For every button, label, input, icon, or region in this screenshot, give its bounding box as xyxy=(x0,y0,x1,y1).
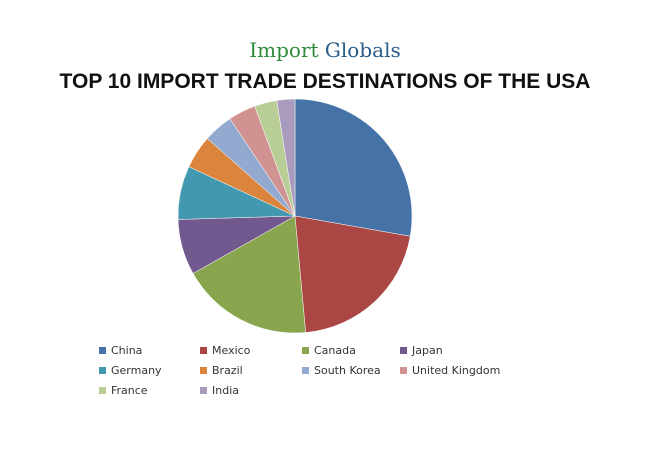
legend-swatch xyxy=(400,367,407,374)
legend-label: Japan xyxy=(412,344,443,357)
legend-label: India xyxy=(212,384,239,397)
pie-slice-canada xyxy=(192,215,306,334)
legend-swatch xyxy=(200,387,207,394)
legend-label: Germany xyxy=(111,364,162,377)
legend-swatch xyxy=(302,367,309,374)
legend-item: China xyxy=(99,344,142,357)
legend-swatch xyxy=(99,387,106,394)
legend-item: United Kingdom xyxy=(400,364,500,377)
chart-title: TOP 10 IMPORT TRADE DESTINATIONS OF THE … xyxy=(59,70,591,93)
legend-label: China xyxy=(111,344,143,357)
legend-swatch xyxy=(99,347,106,354)
pie-slice-china xyxy=(294,98,413,237)
legend-swatch xyxy=(200,367,207,374)
legend-swatch xyxy=(400,347,407,354)
legend-item: Brazil xyxy=(200,364,243,377)
legend-label: France xyxy=(111,384,148,397)
legend-swatch xyxy=(302,347,309,354)
legend-label: Mexico xyxy=(212,344,251,357)
import-globals-logo: Import Globals xyxy=(249,38,401,62)
legend-item: Canada xyxy=(302,344,356,357)
pie-slice-india xyxy=(276,98,296,217)
legend-label: South Korea xyxy=(314,364,381,377)
legend-label: United Kingdom xyxy=(412,364,501,377)
legend-item: France xyxy=(99,384,148,397)
legend-item: India xyxy=(200,384,239,397)
pie-slice-mexico xyxy=(294,215,411,333)
legend-item: Mexico xyxy=(200,344,250,357)
legend-swatch xyxy=(200,347,207,354)
legend-label: Canada xyxy=(314,344,356,357)
legend-swatch xyxy=(99,367,106,374)
legend-label: Brazil xyxy=(212,364,243,377)
legend-item: Japan xyxy=(400,344,443,357)
legend-item: South Korea xyxy=(302,364,381,377)
legend-item: Germany xyxy=(99,364,162,377)
